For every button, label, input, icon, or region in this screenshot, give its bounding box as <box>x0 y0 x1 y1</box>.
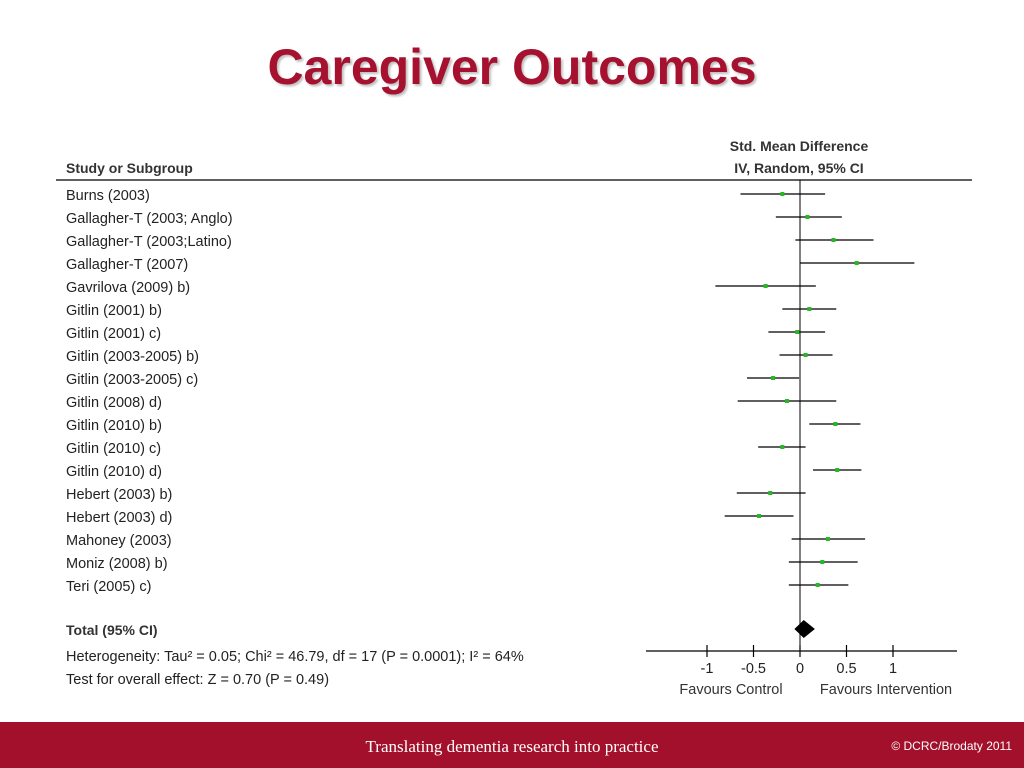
study-point <box>825 537 830 541</box>
study-point <box>763 284 768 288</box>
study-point <box>784 399 789 403</box>
x-tick-label: -0.5 <box>741 661 766 677</box>
header-method: IV, Random, 95% CI <box>734 160 863 176</box>
study-point <box>835 468 840 472</box>
study-label: Gavrilova (2009) b) <box>66 280 190 296</box>
total-diamond <box>794 620 815 638</box>
footer-bar: Translating dementia research into pract… <box>0 722 1024 768</box>
header-study: Study or Subgroup <box>66 160 193 176</box>
forest-plot: Study or Subgroup Std. Mean Difference IV,… <box>56 138 972 698</box>
header-smd: Std. Mean Difference <box>730 138 869 154</box>
study-point <box>803 353 808 357</box>
study-label: Gitlin (2003-2005) b) <box>66 349 199 365</box>
x-tick-label: 0 <box>796 661 804 677</box>
x-tick-label: -1 <box>701 661 714 677</box>
study-label: Gallagher-T (2003; Anglo) <box>66 211 233 227</box>
study-label: Gitlin (2010) c) <box>66 441 161 457</box>
study-label: Gallagher-T (2003;Latino) <box>66 234 232 250</box>
study-point <box>805 215 810 219</box>
x-tick-label: 1 <box>889 661 897 677</box>
study-label: Gitlin (2003-2005) c) <box>66 372 198 388</box>
study-point <box>854 261 859 265</box>
study-point <box>780 445 785 449</box>
x-tick-label: 0.5 <box>836 661 856 677</box>
favours-control-label: Favours Control <box>679 682 782 698</box>
study-label: Gitlin (2001) c) <box>66 326 161 342</box>
study-point <box>795 330 800 334</box>
study-point <box>815 583 820 587</box>
study-point <box>831 238 836 242</box>
footer-text: Translating dementia research into pract… <box>365 737 659 756</box>
study-label: Teri (2005) c) <box>66 579 151 595</box>
study-point <box>768 491 773 495</box>
study-label: Hebert (2003) d) <box>66 510 172 526</box>
study-label: Moniz (2008) b) <box>66 556 168 572</box>
study-point <box>820 560 825 564</box>
favours-intervention-label: Favours Intervention <box>820 682 952 698</box>
study-label: Gitlin (2010) b) <box>66 418 162 434</box>
study-point <box>757 514 762 518</box>
overall-effect-text: Test for overall effect: Z = 0.70 (P = 0… <box>66 672 329 688</box>
study-label: Burns (2003) <box>66 188 150 204</box>
study-label: Gallagher-T (2007) <box>66 257 188 273</box>
copyright-text: © DCRC/Brodaty 2011 <box>891 739 1012 753</box>
slide-title: Caregiver Outcomes <box>267 39 757 95</box>
total-label: Total (95% CI) <box>66 622 158 638</box>
study-point <box>807 307 812 311</box>
study-label: Gitlin (2001) b) <box>66 303 162 319</box>
study-label: Gitlin (2010) d) <box>66 464 162 480</box>
study-label: Gitlin (2008) d) <box>66 395 162 411</box>
heterogeneity-text: Heterogeneity: Tau² = 0.05; Chi² = 46.79… <box>66 649 524 665</box>
study-label: Hebert (2003) b) <box>66 487 172 503</box>
study-point <box>780 192 785 196</box>
study-point <box>771 376 776 380</box>
study-point <box>833 422 838 426</box>
study-label: Mahoney (2003) <box>66 533 172 549</box>
